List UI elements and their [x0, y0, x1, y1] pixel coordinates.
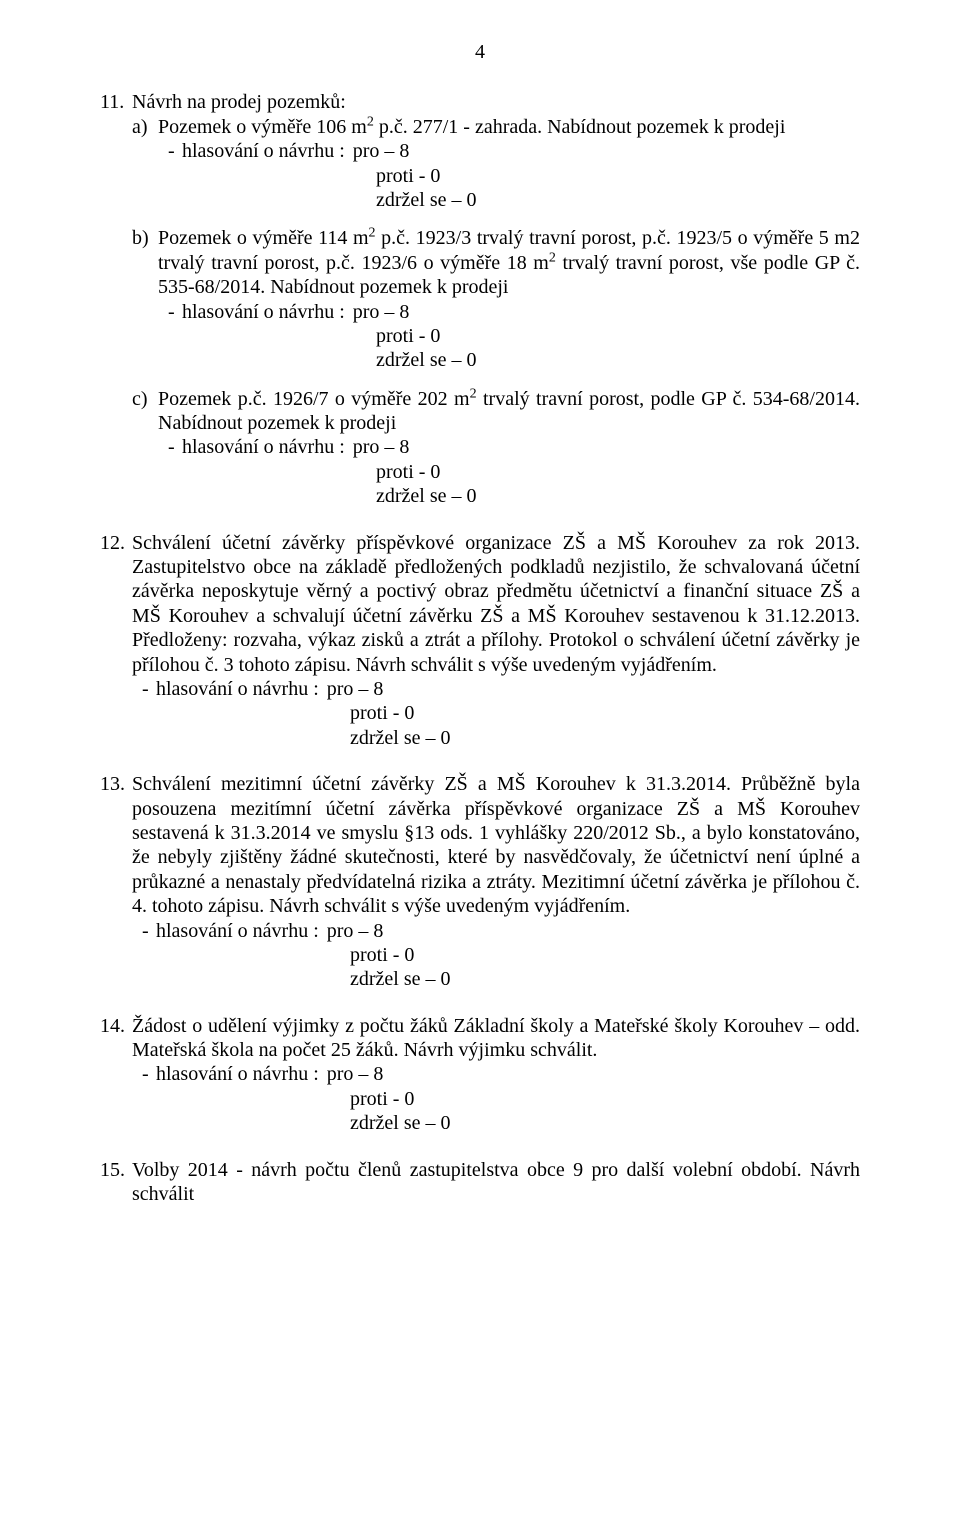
- page-number: 4: [100, 40, 860, 64]
- vote-block: -hlasování o návrhu : pro – 8 proti - 0 …: [132, 919, 860, 992]
- vote-zdrzel: zdržel se – 0: [168, 348, 860, 372]
- item-15: 15. Volby 2014 - návrh počtu členů zastu…: [100, 1158, 860, 1207]
- vote-proti: proti - 0: [168, 164, 860, 188]
- bullet: -: [168, 300, 182, 324]
- text: p.č. 277/1 - zahrada. Nabídnout pozemek …: [374, 116, 786, 138]
- vote-block: -hlasování o návrhu : pro – 8 proti - 0 …: [132, 1062, 860, 1135]
- item-11b: b) Pozemek o výměře 114 m2 p.č. 1923/3 t…: [132, 226, 860, 299]
- item-15-text: Volby 2014 - návrh počtu členů zastupite…: [132, 1158, 860, 1207]
- document-page: 4 11. Návrh na prodej pozemků: a) Pozeme…: [0, 0, 960, 1523]
- item-number: 14.: [100, 1014, 132, 1038]
- bullet: -: [142, 919, 156, 943]
- vote-proti: proti - 0: [142, 1087, 860, 1111]
- vote-zdrzel: zdržel se – 0: [168, 484, 860, 508]
- item-11: 11. Návrh na prodej pozemků: a) Pozemek …: [100, 90, 860, 508]
- vote-pro: pro – 8: [345, 435, 410, 459]
- item-number: 11.: [100, 90, 132, 114]
- sub-letter: c): [132, 387, 158, 411]
- text: Pozemek o výměře 106 m: [158, 116, 367, 138]
- vote-label: hlasování o návrhu :: [156, 678, 319, 700]
- item-12: 12. Schválení účetní závěrky příspěvkové…: [100, 531, 860, 751]
- vote-pro: pro – 8: [345, 300, 410, 324]
- vote-block: -hlasování o návrhu : pro – 8 proti - 0 …: [132, 435, 860, 508]
- bullet: -: [142, 1062, 156, 1086]
- vote-proti: proti - 0: [142, 943, 860, 967]
- item-12-text: Schválení účetní závěrky příspěvkové org…: [132, 531, 860, 677]
- vote-zdrzel: zdržel se – 0: [142, 1111, 860, 1135]
- superscript: 2: [367, 114, 374, 129]
- sub-letter: b): [132, 226, 158, 250]
- item-11a: a) Pozemek o výměře 106 m2 p.č. 277/1 - …: [132, 115, 860, 139]
- vote-label: hlasování o návrhu :: [182, 436, 345, 458]
- bullet: -: [168, 139, 182, 163]
- vote-block: -hlasování o návrhu : pro – 8 proti - 0 …: [132, 139, 860, 212]
- vote-pro: pro – 8: [319, 1062, 384, 1086]
- vote-proti: proti - 0: [168, 460, 860, 484]
- vote-block: -hlasování o návrhu : pro – 8 proti - 0 …: [132, 677, 860, 750]
- item-number: 12.: [100, 531, 132, 555]
- vote-pro: pro – 8: [319, 919, 384, 943]
- vote-label: hlasování o návrhu :: [156, 920, 319, 942]
- vote-block: -hlasování o návrhu : pro – 8 proti - 0 …: [132, 300, 860, 373]
- superscript: 2: [470, 386, 477, 401]
- vote-pro: pro – 8: [345, 139, 410, 163]
- bullet: -: [168, 435, 182, 459]
- vote-proti: proti - 0: [168, 324, 860, 348]
- item-11-intro: Návrh na prodej pozemků:: [132, 90, 860, 114]
- item-number: 13.: [100, 772, 132, 796]
- sub-letter: a): [132, 115, 158, 139]
- vote-label: hlasování o návrhu :: [182, 301, 345, 323]
- item-number: 15.: [100, 1158, 132, 1182]
- vote-zdrzel: zdržel se – 0: [142, 726, 860, 750]
- text: Pozemek p.č. 1926/7 o výměře 202 m: [158, 388, 470, 410]
- item-14-text: Žádost o udělení výjimky z počtu žáků Zá…: [132, 1014, 860, 1063]
- vote-proti: proti - 0: [142, 701, 860, 725]
- bullet: -: [142, 677, 156, 701]
- vote-label: hlasování o návrhu :: [182, 140, 345, 162]
- item-11c: c) Pozemek p.č. 1926/7 o výměře 202 m2 t…: [132, 387, 860, 436]
- vote-zdrzel: zdržel se – 0: [142, 967, 860, 991]
- vote-zdrzel: zdržel se – 0: [168, 188, 860, 212]
- vote-pro: pro – 8: [319, 677, 384, 701]
- item-14: 14. Žádost o udělení výjimky z počtu žák…: [100, 1014, 860, 1136]
- item-13-text: Schválení mezitimní účetní závěrky ZŠ a …: [132, 772, 860, 918]
- text: Pozemek o výměře 114 m: [158, 227, 369, 249]
- superscript: 2: [369, 226, 376, 241]
- vote-label: hlasování o návrhu :: [156, 1063, 319, 1085]
- superscript: 2: [549, 250, 556, 265]
- item-13: 13. Schválení mezitimní účetní závěrky Z…: [100, 772, 860, 992]
